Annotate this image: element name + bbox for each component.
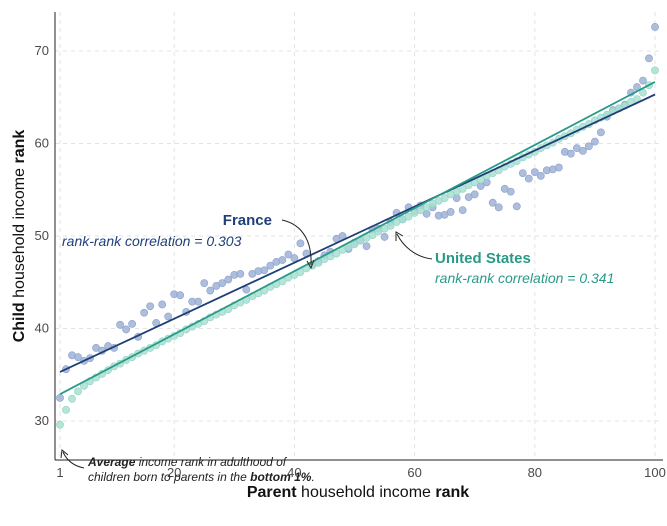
france-data-point xyxy=(218,279,227,288)
france-data-point xyxy=(296,239,305,248)
france-data-point xyxy=(512,202,521,211)
france-data-point xyxy=(260,266,269,275)
x-tick-label: 100 xyxy=(644,465,666,480)
france-data-point xyxy=(146,302,155,311)
france-data-point xyxy=(651,23,659,31)
france-data-point xyxy=(506,187,515,196)
us-data-point xyxy=(74,387,82,396)
us-data-point xyxy=(368,231,377,239)
france-data-point xyxy=(446,208,455,216)
france-data-point xyxy=(158,300,167,309)
us-data-point xyxy=(458,184,467,193)
us-data-point xyxy=(68,394,76,403)
france-arrowhead xyxy=(306,259,315,270)
us-label: United States xyxy=(435,250,531,267)
us-data-point xyxy=(651,66,659,75)
france-data-point xyxy=(206,286,215,295)
y-tick-label: 60 xyxy=(35,136,49,151)
bottom-note-line2: children born to parents in the bottom 1… xyxy=(88,470,315,484)
y-tick-label: 30 xyxy=(35,413,49,428)
france-arrow xyxy=(281,219,312,266)
france-data-point xyxy=(458,206,467,214)
france-data-point xyxy=(494,203,503,212)
france-data-point xyxy=(200,279,209,288)
y-tick-label: 40 xyxy=(35,321,49,336)
us-data-point xyxy=(404,212,413,221)
y-tick-label: 70 xyxy=(35,43,49,58)
us-arrowhead xyxy=(395,231,404,241)
france-data-point xyxy=(530,168,539,177)
us-correlation-label: rank-rank correlation = 0.341 xyxy=(435,270,614,286)
gridlines xyxy=(55,12,663,460)
bottom-note-line1: Average income rank in adulthood of xyxy=(87,455,288,469)
x-axis-title: Parent household income rank xyxy=(247,484,469,501)
france-data-point xyxy=(578,146,587,155)
france-data-point xyxy=(194,297,203,306)
x-tick-label: 80 xyxy=(528,465,542,480)
france-data-point xyxy=(278,256,287,264)
us-data-point xyxy=(440,194,449,202)
bottom-note-arrowhead xyxy=(60,449,69,459)
france-label: France xyxy=(223,212,272,229)
france-data-point xyxy=(597,128,605,137)
france-data-point xyxy=(584,142,593,151)
france-data-point xyxy=(590,137,599,146)
france-correlation-label: rank-rank correlation = 0.303 xyxy=(62,233,242,249)
france-fit-line xyxy=(59,93,656,373)
france-data-point xyxy=(470,190,479,199)
x-tick-label: 1 xyxy=(56,465,63,480)
france-data-point xyxy=(488,198,497,207)
france-data-point xyxy=(266,261,275,270)
x-tick-label: 60 xyxy=(407,465,421,480)
france-data-point xyxy=(284,250,293,259)
us-fit-line xyxy=(59,81,656,395)
tick-labels: 1 20 40 60 80 100 30 40 50 60 70 xyxy=(35,43,666,480)
france-data-point xyxy=(56,393,64,402)
x-tick-label: 40 xyxy=(287,465,301,480)
france-data-point xyxy=(639,76,647,85)
us-arrow xyxy=(396,233,433,260)
france-data-point xyxy=(554,163,563,172)
france-data-point xyxy=(224,275,233,284)
us-data-point xyxy=(422,203,431,212)
france-data-point xyxy=(116,320,125,329)
france-data-point xyxy=(140,308,149,317)
france-data-point xyxy=(128,319,137,328)
france-data-point xyxy=(236,270,245,278)
y-tick-label: 50 xyxy=(35,228,49,243)
y-axis-title: Child household income rank xyxy=(11,130,28,343)
france-data-point xyxy=(74,353,82,362)
data-points xyxy=(56,23,659,429)
france-data-point xyxy=(518,169,527,177)
us-data-point xyxy=(386,221,395,230)
france-data-point xyxy=(380,233,389,241)
france-data-point xyxy=(176,291,185,300)
france-data-point xyxy=(645,54,653,63)
us-data-point xyxy=(56,420,64,429)
x-tick-label: 20 xyxy=(167,465,181,480)
axes xyxy=(54,12,663,461)
france-data-point xyxy=(524,174,533,183)
bottom-note-arrow xyxy=(62,451,85,469)
us-data-point xyxy=(62,405,70,414)
us-data-point xyxy=(350,240,359,249)
france-data-point xyxy=(362,242,371,251)
france-data-point xyxy=(536,171,545,180)
france-data-point xyxy=(164,312,173,321)
fit-lines xyxy=(59,81,656,395)
france-data-point xyxy=(122,325,131,334)
france-data-point xyxy=(566,149,575,158)
